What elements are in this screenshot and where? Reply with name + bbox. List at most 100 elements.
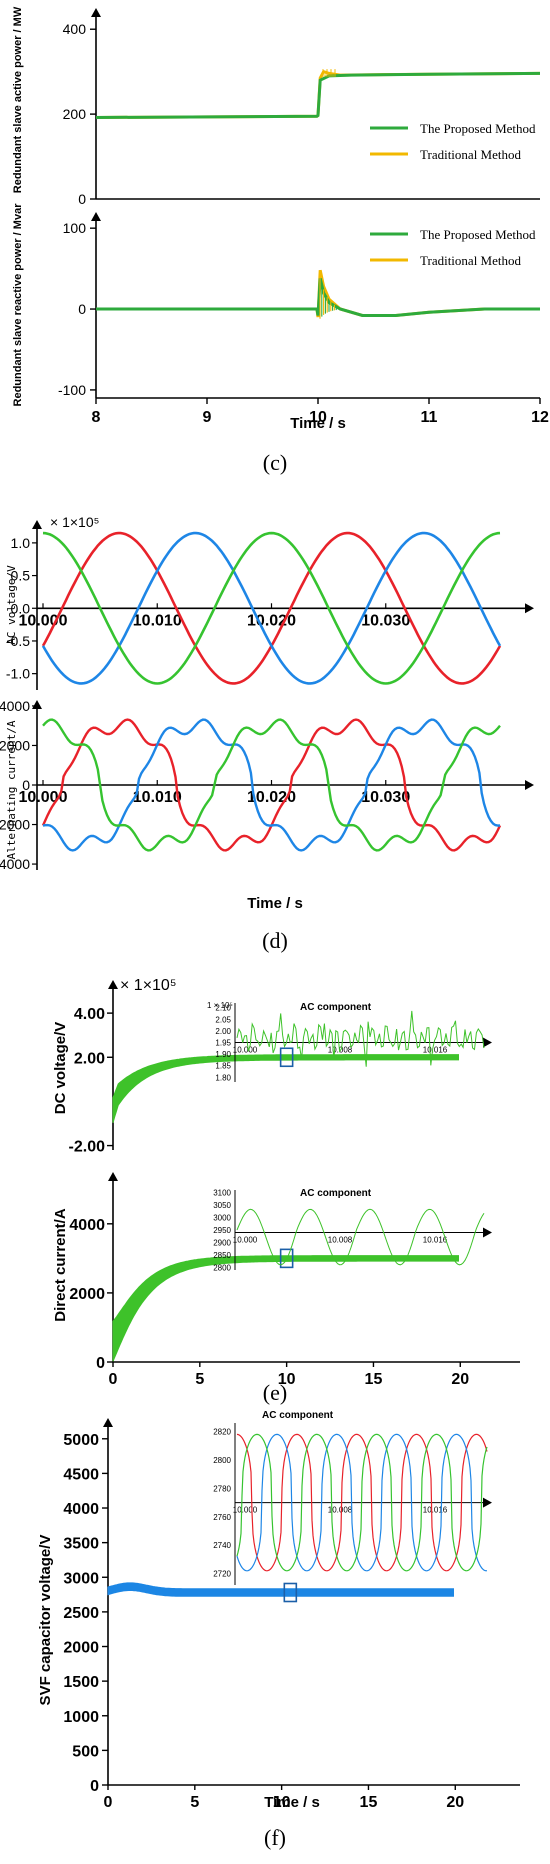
inset-y-tick: 2740	[213, 1541, 231, 1550]
y-tick-label: -100	[58, 382, 86, 398]
inset-series-svf-phase-2	[236, 1433, 488, 1572]
y-tick-label: 400	[63, 21, 87, 37]
legend-label-proposed: The Proposed Method	[420, 227, 536, 242]
y-arrow-dci	[108, 1172, 118, 1181]
y-tick-label: 4000	[69, 1217, 105, 1234]
inset-x-tick: 10.016	[423, 1506, 448, 1515]
y-axis-label-voltage: AC voltage/V	[5, 565, 18, 645]
y-tick-label: 1000	[63, 1709, 99, 1726]
panel-label-e: (e)	[263, 1380, 287, 1405]
x-tick-label: 10	[278, 1371, 296, 1388]
inset-x-arrow	[483, 1227, 492, 1238]
y-axis-label-reactive: Redundant slave reactive power / Mvar	[12, 203, 24, 407]
inset-y-tick: 1.95	[215, 1039, 231, 1048]
y-tick-label: 3000	[63, 1570, 99, 1587]
panel-label-d: (d)	[262, 928, 288, 953]
legend-label-proposed: The Proposed Method	[420, 121, 536, 136]
inset-series-svf-phase-1	[236, 1433, 488, 1572]
y-tick-label: 1500	[63, 1674, 99, 1691]
inset-series-dci	[236, 1208, 485, 1266]
y-axis-label-dci: Direct current/A	[52, 1208, 69, 1322]
x-arrow-current	[525, 780, 534, 790]
inset-x-tick: 10.016	[423, 1046, 448, 1055]
inset-y-tick: 3100	[213, 1189, 231, 1198]
x-tick-label: 5	[190, 1794, 199, 1811]
x-tick-label: 20	[451, 1371, 469, 1388]
inset-multiplier-dcv: 1 × 10⁵	[207, 1001, 233, 1010]
inset-title-svf: AC component	[262, 1410, 334, 1421]
zoom-marker-svf	[283, 1582, 298, 1603]
series-proposed-reactive	[96, 277, 540, 317]
y-tick-label: 2500	[63, 1605, 99, 1622]
x-tick-label: 0	[104, 1794, 113, 1811]
panel-label-f: (f)	[264, 1825, 286, 1850]
inset-y-tick: 1.85	[215, 1062, 231, 1071]
x-axis-label-d: Time / s	[247, 895, 303, 912]
y-tick-label: 4000	[63, 1501, 99, 1518]
x-arrow-voltage	[525, 603, 534, 614]
inset-x-arrow	[483, 1037, 492, 1048]
series-dc-voltage	[112, 1054, 459, 1123]
y-tick-label: 0.5	[11, 568, 31, 584]
y-arrow-active	[91, 8, 101, 17]
inset-title-dci: AC component	[300, 1188, 372, 1199]
y-tick-label: 0	[96, 1355, 105, 1372]
inset-y-tick: 2950	[213, 1226, 231, 1235]
x-axis-label-f: Time / s	[264, 1794, 320, 1811]
y-arrow-current	[32, 700, 42, 709]
y-tick-label: 500	[72, 1743, 99, 1760]
zoom-marker-dci	[279, 1248, 294, 1269]
inset-y-tick: 2.05	[215, 1015, 231, 1024]
y-tick-label: 0	[90, 1778, 99, 1795]
x-tick-label: 10.030	[361, 612, 410, 629]
inset-y-tick: 2.00	[215, 1027, 231, 1036]
inset-y-tick: 2850	[213, 1251, 231, 1260]
inset-y-tick: 1.80	[215, 1073, 231, 1082]
inset-x-tick: 10.008	[328, 1506, 353, 1515]
inset-x-tick: 10.016	[423, 1236, 448, 1245]
inset-y-tick: 2800	[213, 1264, 231, 1273]
x-tick-label: 5	[195, 1371, 204, 1388]
x-tick-label: 10.010	[133, 612, 182, 629]
y-tick-label: 4000	[0, 698, 30, 714]
x-tick-label: 10	[273, 1794, 291, 1811]
series-voltage-phase-3	[42, 531, 501, 685]
inset-x-tick: 10.000	[233, 1236, 258, 1245]
y-tick-label: 3500	[63, 1536, 99, 1553]
x-tick-label: 15	[360, 1794, 378, 1811]
y-tick-label: 0.0	[11, 600, 31, 616]
y-tick-label: 2000	[0, 737, 30, 753]
series-proposed-active	[95, 71, 541, 119]
x-tick-label: 10	[309, 409, 327, 426]
y-tick-label: 100	[63, 220, 87, 236]
legend-label-traditional: Traditional Method	[420, 253, 521, 268]
inset-y-tick: 2820	[213, 1428, 231, 1437]
series-svf-voltage	[107, 1582, 454, 1597]
inset-x-tick: 10.008	[328, 1236, 353, 1245]
y-arrow-svf	[103, 1418, 113, 1427]
zoom-marker-dcv	[279, 1047, 294, 1068]
inset-series-dcv	[236, 1010, 485, 1067]
inset-series-svf-phase-3	[236, 1433, 488, 1572]
y-tick-label: 2.00	[74, 1050, 105, 1067]
y-axis-label-dcv: DC voltage/V	[52, 1022, 69, 1115]
x-tick-label: 20	[446, 1794, 464, 1811]
y-tick-label: 0	[78, 301, 86, 317]
inset-y-tick: 2.10	[215, 1004, 231, 1013]
y-tick-label: 0	[22, 777, 30, 793]
x-tick-label: 9	[203, 409, 212, 426]
inset-x-tick: 10.000	[233, 1046, 258, 1055]
x-tick-label: 10.010	[133, 789, 182, 806]
panel-label-c: (c)	[263, 450, 287, 475]
inset-y-tick: 2720	[213, 1570, 231, 1579]
x-tick-label: 10.030	[361, 789, 410, 806]
y-tick-label: -1.0	[6, 666, 30, 682]
y-tick-label: 4.00	[74, 1006, 105, 1023]
inset-y-tick: 3000	[213, 1214, 231, 1223]
y-tick-label: -2000	[0, 817, 30, 833]
inset-x-tick: 10.000	[233, 1506, 258, 1515]
y-axis-label-active: Redundant slave active power / MW	[12, 6, 24, 193]
inset-y-tick: 2900	[213, 1239, 231, 1248]
y-tick-label: 4500	[63, 1466, 99, 1483]
